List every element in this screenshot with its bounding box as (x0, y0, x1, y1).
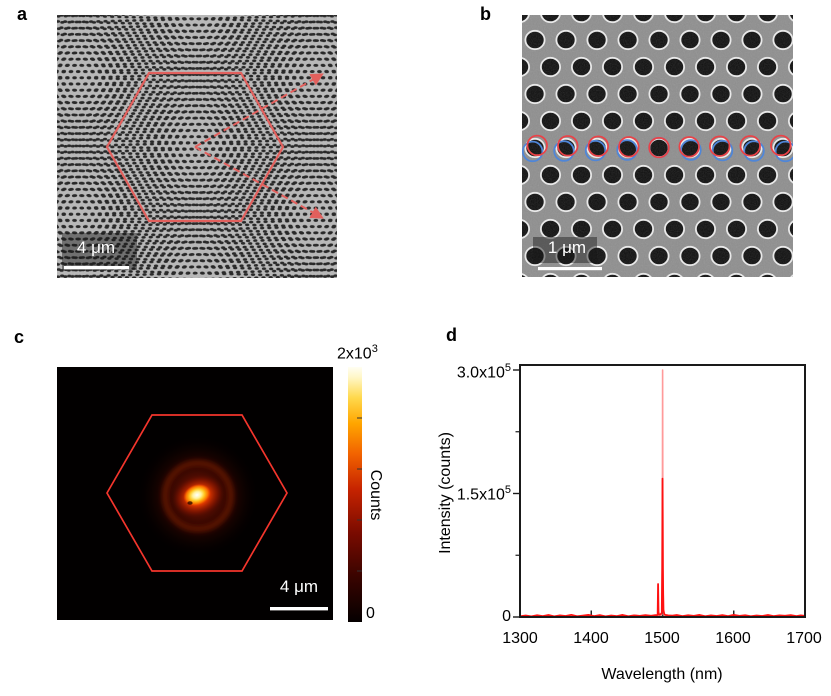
scalebar-backdrop (533, 237, 597, 263)
scalebar-backdrop (62, 233, 137, 270)
colorbar-max-label: 2x103 (337, 343, 378, 363)
red-circle-marker (618, 136, 640, 158)
blue-circle-marker (522, 140, 544, 163)
colorbar-max-mantissa: 2x10 (337, 345, 372, 363)
blue-circle-marker (743, 140, 765, 162)
ytick-label-zero: 0 (502, 608, 511, 625)
red-circle-marker (739, 135, 761, 157)
red-circle-marker (557, 135, 579, 157)
blue-circle-marker (711, 139, 734, 162)
mode-intensity-image (57, 367, 333, 620)
colorbar-title: Counts (367, 469, 384, 521)
red-circle-marker (526, 134, 548, 157)
xtick-label-1300: 1300 (502, 630, 538, 647)
core-dark-speck (187, 501, 193, 505)
panel-a-scalebar-label: 4 μm (76, 238, 116, 257)
sem-holes-image (522, 15, 793, 277)
spectrum-series (521, 369, 804, 616)
xtick-label-1600: 1600 (715, 630, 751, 647)
emission-ring (161, 459, 235, 533)
colorbar-max-exp: 3 (371, 343, 378, 355)
blue-circle-marker (680, 139, 702, 161)
ytick-label-mid: 1.5x105 (431, 484, 511, 504)
red-circle-marker (587, 135, 610, 157)
ytick-mid-mantissa: 1.5x10 (456, 486, 505, 504)
colorbar (348, 367, 362, 622)
panel-b-scalebar-label: 1 μm (547, 238, 587, 257)
ytick-max-exp: 5 (504, 362, 511, 374)
scalebar-line (270, 607, 328, 611)
scalebar-line (538, 267, 602, 271)
sem-moire-image (57, 15, 337, 278)
blue-circle-marker (553, 140, 575, 162)
y-axis-title: Intensity (counts) (437, 432, 454, 554)
red-circle-marker (678, 136, 700, 158)
xtick-label-1400: 1400 (573, 630, 609, 647)
emission-core-spot (183, 484, 211, 506)
x-axis-title: Wavelength (nm) (601, 666, 723, 683)
ytick-label-max: 3.0x105 (431, 362, 511, 382)
direction-arrow-lower (194, 146, 324, 219)
blue-circle-marker (584, 139, 607, 162)
spectrum-plot (513, 364, 806, 618)
panel-c-scalebar-label: 4 μm (279, 577, 319, 596)
panel-a-label: a (17, 4, 28, 24)
panel-d-label: d (446, 325, 457, 345)
direction-arrow-upper (194, 73, 324, 148)
supercell-hexagon-outline (105, 71, 285, 223)
colorbar-ticks (357, 417, 362, 572)
hole-displacement-markers (522, 134, 793, 163)
colorbar-min-label: 0 (366, 605, 375, 622)
xtick-label-1700: 1700 (786, 630, 822, 647)
xtick-label-1500: 1500 (644, 630, 680, 647)
panel-c-label: c (14, 327, 25, 347)
scalebar-line (64, 266, 129, 270)
supercell-hexagon-outline (106, 414, 288, 572)
colorbar-gradient (348, 367, 362, 622)
plot-axes (513, 369, 806, 618)
red-circle-marker (708, 135, 731, 157)
red-circle-marker (648, 136, 670, 159)
plot-frame (519, 364, 806, 618)
ytick-max-mantissa: 3.0x10 (456, 364, 505, 382)
series-spectrum-main (521, 477, 804, 616)
blue-circle-marker (616, 139, 638, 161)
blue-circle-marker (774, 140, 793, 163)
sem-grain-texture (522, 15, 793, 277)
panel-b-label: b (480, 4, 491, 24)
red-circle-marker (770, 134, 792, 157)
ytick-mid-exp: 5 (504, 484, 511, 496)
